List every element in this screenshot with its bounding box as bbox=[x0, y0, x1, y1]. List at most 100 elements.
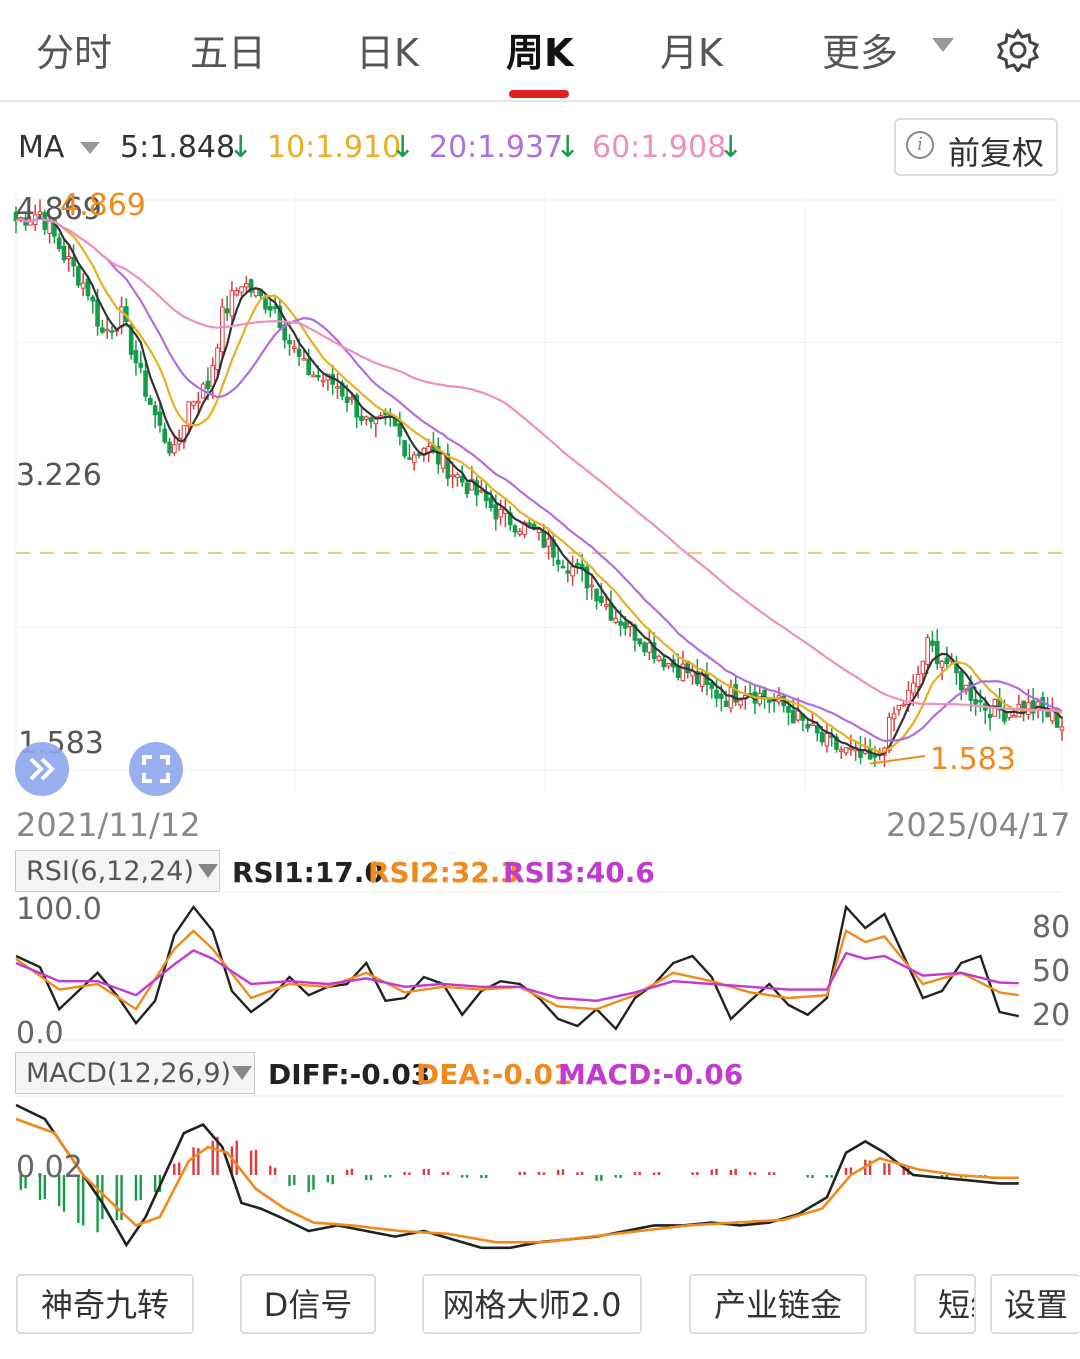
candle-body bbox=[47, 220, 52, 234]
rsi3-line bbox=[15, 949, 1019, 1003]
magic-nine-button[interactable]: 神奇九转 bbox=[16, 1274, 194, 1334]
candle-body bbox=[301, 358, 307, 361]
candle-body bbox=[253, 288, 259, 297]
fullscreen-icon bbox=[142, 755, 170, 783]
tab-more[interactable]: 更多 bbox=[822, 31, 899, 75]
candle-body bbox=[719, 693, 724, 699]
candle-body bbox=[335, 386, 340, 389]
candle-body bbox=[440, 453, 446, 469]
candle-body bbox=[1006, 712, 1012, 719]
rsi3-value: RSI3:40.6 bbox=[503, 856, 655, 889]
candle-body bbox=[570, 566, 575, 577]
rsi-scale-top: 100.0 bbox=[16, 892, 102, 927]
ma-label[interactable]: MA bbox=[18, 130, 65, 165]
tab-weekly-k[interactable]: 周K bbox=[506, 31, 574, 75]
candle-body bbox=[915, 673, 921, 688]
candle-body bbox=[944, 657, 950, 665]
ma20-line bbox=[15, 217, 1063, 743]
candle-body bbox=[61, 246, 67, 261]
candle-body bbox=[109, 330, 115, 333]
settings-button[interactable]: 设置 bbox=[990, 1274, 1080, 1334]
candle-body bbox=[939, 660, 945, 668]
candle-body bbox=[632, 624, 638, 641]
candle-body bbox=[546, 538, 551, 547]
period-tabs: 分时 五日 日K 周K 月K 更多 bbox=[0, 0, 1080, 102]
tab-monthly-k[interactable]: 月K bbox=[660, 31, 723, 75]
candle-body bbox=[901, 703, 906, 707]
candle-body bbox=[987, 713, 993, 719]
candle-body bbox=[315, 375, 321, 378]
active-tab-indicator bbox=[509, 90, 569, 98]
candle-body bbox=[56, 237, 62, 250]
candle-body bbox=[695, 671, 700, 685]
price-adjust-button[interactable]: i 前复权 bbox=[894, 118, 1058, 176]
candle-body bbox=[896, 704, 902, 711]
candle-body bbox=[886, 716, 892, 752]
candle-body bbox=[291, 346, 297, 349]
macd-scale-label: 0.02 bbox=[16, 1150, 83, 1185]
candle-body bbox=[287, 340, 292, 345]
rsi-selector[interactable]: RSI(6,12,24) bbox=[15, 850, 220, 892]
candle-body bbox=[320, 379, 326, 383]
candle-body bbox=[498, 508, 503, 518]
ma5-line bbox=[15, 216, 1063, 757]
candle-body bbox=[699, 675, 705, 687]
candle-body bbox=[234, 290, 240, 296]
candle-body bbox=[661, 658, 667, 668]
candle-body bbox=[411, 454, 417, 464]
tab-five-day[interactable]: 五日 bbox=[190, 31, 267, 75]
macd-selector[interactable]: MACD(12,26,9) bbox=[15, 1052, 255, 1094]
date-end: 2025/04/17 bbox=[886, 806, 1071, 844]
candle-body bbox=[239, 286, 244, 293]
candle-body bbox=[224, 308, 230, 314]
ma10-value: 10:1.910 bbox=[267, 130, 402, 165]
candle-body bbox=[186, 401, 192, 427]
expand-left-button[interactable] bbox=[15, 742, 69, 796]
candle-body bbox=[66, 255, 72, 260]
candle-body bbox=[71, 256, 76, 267]
info-icon: i bbox=[906, 131, 934, 159]
candle-body bbox=[838, 749, 844, 752]
d-signal-button[interactable]: D信号 bbox=[240, 1274, 376, 1334]
rsi1-value: RSI1:17.0 bbox=[232, 856, 384, 889]
candle-body bbox=[215, 347, 220, 371]
macd-selector-label: MACD(12,26,9) bbox=[26, 1058, 232, 1089]
candle-body bbox=[810, 723, 815, 726]
ma20-value: 20:1.937 bbox=[429, 130, 564, 165]
candle-body bbox=[80, 282, 86, 289]
candle-body bbox=[541, 530, 547, 548]
candle-body bbox=[786, 706, 791, 713]
tab-intraday[interactable]: 分时 bbox=[36, 31, 113, 75]
candle-body bbox=[613, 617, 619, 624]
candle-body bbox=[560, 565, 566, 569]
candle-body bbox=[191, 401, 196, 406]
candle-body bbox=[445, 453, 451, 479]
rsi2-value: RSI2:32.3 bbox=[368, 856, 520, 889]
chevron-down-icon[interactable] bbox=[232, 1066, 252, 1080]
candle-body bbox=[647, 642, 652, 653]
candle-body bbox=[244, 283, 249, 288]
tab-daily-k[interactable]: 日K bbox=[356, 31, 419, 75]
short-line-button[interactable]: 短线 bbox=[914, 1274, 976, 1334]
candle-body bbox=[651, 642, 657, 660]
candle-body bbox=[95, 299, 100, 327]
candle-body bbox=[1030, 700, 1036, 714]
ma-dropdown-icon[interactable] bbox=[80, 142, 100, 154]
candle-body bbox=[599, 596, 604, 604]
gear-icon[interactable] bbox=[996, 28, 1040, 72]
fullscreen-button[interactable] bbox=[129, 742, 183, 796]
candle-body bbox=[603, 604, 609, 607]
grid-master-button[interactable]: 网格大师2.0 bbox=[422, 1274, 642, 1334]
ma10-line bbox=[15, 217, 1063, 753]
chevron-down-icon[interactable] bbox=[932, 38, 954, 52]
candle-body bbox=[930, 640, 935, 646]
rsi-selector-label: RSI(6,12,24) bbox=[26, 856, 194, 887]
candle-body bbox=[819, 732, 825, 743]
industry-chain-button[interactable]: 产业链金 bbox=[689, 1274, 867, 1334]
candle-body bbox=[474, 480, 479, 496]
candle-body bbox=[618, 621, 623, 626]
candle-body bbox=[1059, 726, 1065, 731]
chevron-down-icon[interactable] bbox=[198, 864, 218, 878]
candle-body bbox=[565, 570, 571, 574]
